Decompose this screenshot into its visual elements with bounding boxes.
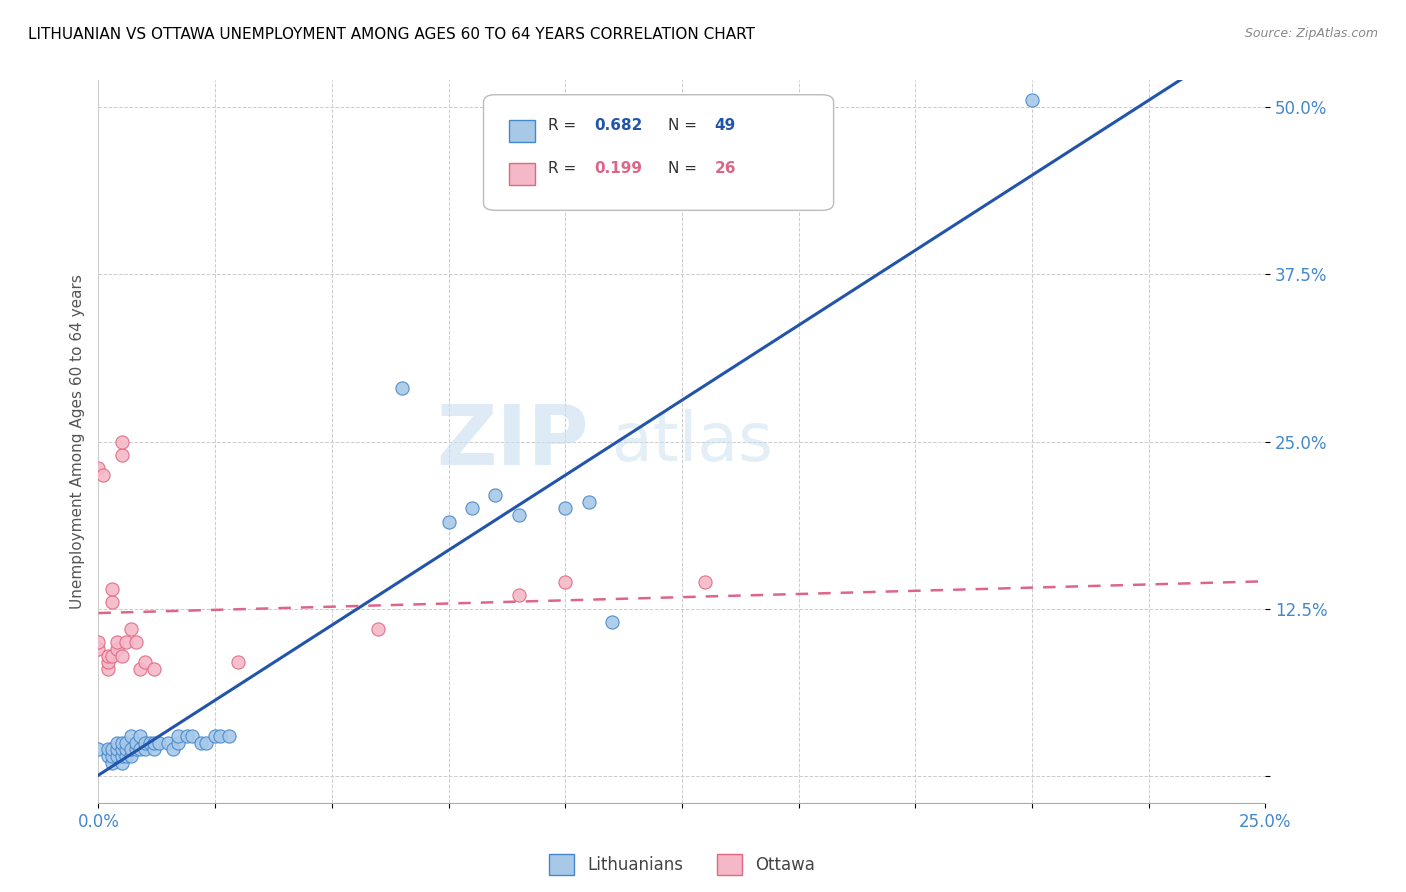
- Point: [97, 742, 120, 756]
- Point: [101, 595, 124, 609]
- Point: [87, 742, 110, 756]
- Text: R =: R =: [548, 161, 581, 176]
- Point: [101, 648, 124, 663]
- Point: [162, 742, 184, 756]
- Point: [101, 749, 124, 764]
- Point: [143, 742, 166, 756]
- Point: [600, 615, 623, 630]
- Point: [508, 508, 530, 523]
- Point: [111, 735, 134, 749]
- Point: [391, 381, 413, 395]
- Point: [125, 635, 148, 649]
- Point: [97, 648, 120, 663]
- Point: [508, 589, 530, 603]
- Legend: Lithuanians, Ottawa: Lithuanians, Ottawa: [543, 847, 821, 881]
- Point: [97, 662, 120, 676]
- Point: [120, 749, 142, 764]
- Point: [218, 729, 240, 743]
- Point: [101, 756, 124, 770]
- Text: N =: N =: [668, 161, 702, 176]
- Point: [166, 735, 188, 749]
- Point: [111, 756, 134, 770]
- Point: [1021, 93, 1043, 107]
- Point: [115, 742, 138, 756]
- Text: 0.199: 0.199: [595, 161, 643, 176]
- Point: [143, 662, 166, 676]
- Point: [139, 735, 162, 749]
- FancyBboxPatch shape: [484, 95, 834, 211]
- Y-axis label: Unemployment Among Ages 60 to 64 years: Unemployment Among Ages 60 to 64 years: [69, 274, 84, 609]
- Point: [101, 742, 124, 756]
- Point: [134, 735, 156, 749]
- Point: [484, 488, 506, 502]
- Text: R =: R =: [548, 118, 581, 133]
- Point: [111, 749, 134, 764]
- Point: [105, 635, 128, 649]
- Point: [125, 735, 148, 749]
- FancyBboxPatch shape: [509, 120, 534, 142]
- Point: [129, 742, 152, 756]
- Text: 0.682: 0.682: [595, 118, 643, 133]
- Point: [208, 729, 231, 743]
- Point: [91, 467, 114, 482]
- FancyBboxPatch shape: [509, 163, 534, 185]
- Point: [120, 729, 142, 743]
- Point: [120, 622, 142, 636]
- Point: [97, 655, 120, 669]
- Point: [157, 735, 180, 749]
- Point: [115, 735, 138, 749]
- Point: [190, 735, 212, 749]
- Text: 49: 49: [714, 118, 735, 133]
- Point: [125, 742, 148, 756]
- Point: [115, 749, 138, 764]
- Point: [367, 622, 389, 636]
- Point: [554, 575, 576, 590]
- Point: [143, 735, 166, 749]
- Point: [120, 742, 142, 756]
- Point: [105, 749, 128, 764]
- Text: Source: ZipAtlas.com: Source: ZipAtlas.com: [1244, 27, 1378, 40]
- Point: [111, 434, 134, 449]
- Point: [129, 662, 152, 676]
- Point: [115, 635, 138, 649]
- Point: [134, 655, 156, 669]
- Point: [554, 501, 576, 516]
- Point: [166, 729, 188, 743]
- Point: [129, 729, 152, 743]
- Text: ZIP: ZIP: [436, 401, 589, 482]
- Point: [578, 494, 600, 508]
- Point: [437, 515, 460, 529]
- Text: 26: 26: [714, 161, 737, 176]
- Point: [105, 735, 128, 749]
- Point: [111, 448, 134, 462]
- Point: [87, 461, 110, 475]
- Point: [695, 575, 717, 590]
- Point: [176, 729, 198, 743]
- Point: [105, 642, 128, 657]
- Point: [204, 729, 226, 743]
- Point: [134, 742, 156, 756]
- Text: N =: N =: [668, 118, 702, 133]
- Point: [105, 742, 128, 756]
- Point: [461, 501, 484, 516]
- Point: [87, 635, 110, 649]
- Point: [111, 648, 134, 663]
- Point: [101, 582, 124, 596]
- Point: [87, 642, 110, 657]
- Text: atlas: atlas: [612, 409, 773, 475]
- Point: [111, 742, 134, 756]
- Point: [180, 729, 202, 743]
- Point: [148, 735, 170, 749]
- Text: LITHUANIAN VS OTTAWA UNEMPLOYMENT AMONG AGES 60 TO 64 YEARS CORRELATION CHART: LITHUANIAN VS OTTAWA UNEMPLOYMENT AMONG …: [28, 27, 755, 42]
- Point: [228, 655, 250, 669]
- Point: [97, 749, 120, 764]
- Point: [194, 735, 217, 749]
